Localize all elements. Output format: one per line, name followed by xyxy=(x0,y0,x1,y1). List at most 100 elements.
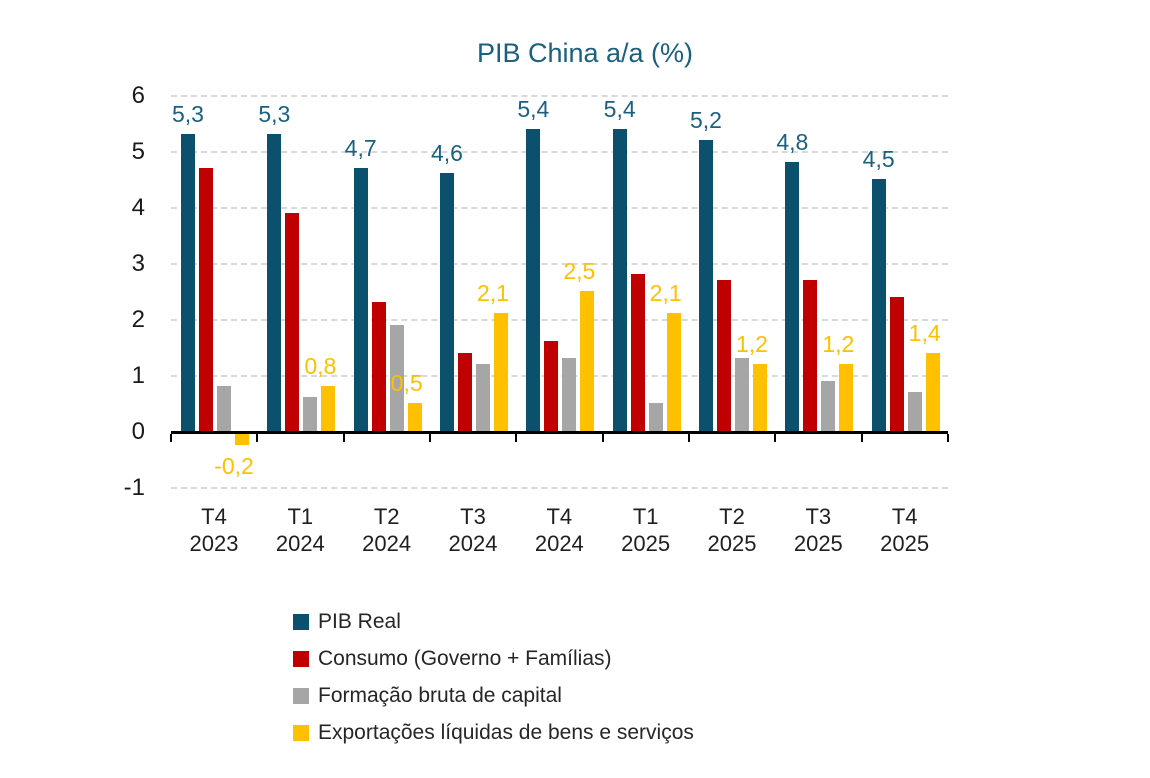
legend-swatch xyxy=(293,650,309,667)
gridline xyxy=(171,375,948,377)
x-axis-category-label: T4 2023 xyxy=(189,504,239,556)
bar-value-label: 4,5 xyxy=(862,146,895,172)
legend-item: Formação bruta de capital xyxy=(293,677,694,714)
y-axis-tick-label: 5 xyxy=(131,138,145,165)
legend-swatch xyxy=(293,687,309,704)
bar-value-label: 4,8 xyxy=(776,129,809,155)
bar-forma-o-bruta-de-capital xyxy=(735,358,749,431)
bar-consumo-governo-fam-lias xyxy=(630,274,645,431)
gridline xyxy=(171,263,948,265)
legend-label: PIB Real xyxy=(318,609,401,633)
bar-forma-o-bruta-de-capital xyxy=(821,381,836,431)
x-axis-category-label: T1 2025 xyxy=(621,504,671,556)
gridline xyxy=(171,487,948,489)
x-axis-tick xyxy=(601,434,604,442)
bar-value-label: 5,2 xyxy=(690,107,722,133)
bar-consumo-governo-fam-lias xyxy=(371,302,386,431)
bar-consumo-governo-fam-lias xyxy=(199,168,213,431)
bar-forma-o-bruta-de-capital xyxy=(217,386,231,431)
bar-consumo-governo-fam-lias xyxy=(803,280,818,431)
gridline xyxy=(171,207,948,209)
x-axis-tick xyxy=(342,434,345,442)
bar-exporta-es-l-quidas-de-bens-e-servi-os xyxy=(580,291,595,431)
x-axis-category-label: T2 2024 xyxy=(362,504,412,556)
bar-value-label: -0,2 xyxy=(214,453,254,479)
bar-value-label: 5,4 xyxy=(603,96,636,122)
bar-value-label: 1,2 xyxy=(822,331,855,357)
bar-pib-real xyxy=(526,129,541,431)
x-axis-tick xyxy=(860,434,863,442)
bar-pib-real xyxy=(181,134,195,431)
y-axis-tick-label: -1 xyxy=(123,474,145,501)
legend-swatch xyxy=(293,613,309,630)
bar-value-label: 2,1 xyxy=(649,280,682,306)
x-axis-tick xyxy=(515,434,518,442)
x-axis-tick xyxy=(688,434,690,442)
y-axis-tick-label: 3 xyxy=(131,250,145,277)
bar-forma-o-bruta-de-capital xyxy=(907,392,922,431)
x-axis-tick xyxy=(429,434,431,442)
legend-label: Consumo (Governo + Famílias) xyxy=(318,646,612,670)
x-axis-category-label: T3 2024 xyxy=(448,504,498,556)
bar-pib-real xyxy=(699,140,713,431)
legend-item: Exportações líquidas de bens e serviços xyxy=(293,714,694,751)
bar-value-label: 1,4 xyxy=(908,320,941,346)
bar-value-label: 0,8 xyxy=(304,353,337,379)
bar-value-label: 2,5 xyxy=(563,258,596,284)
bar-value-label: 5,4 xyxy=(517,96,550,122)
bar-pib-real xyxy=(267,134,282,431)
bar-exporta-es-l-quidas-de-bens-e-servi-os xyxy=(839,364,854,431)
bar-forma-o-bruta-de-capital xyxy=(562,358,577,431)
bar-consumo-governo-fam-lias xyxy=(458,353,472,431)
legend: PIB Real Consumo (Governo + Famílias) Form… xyxy=(293,603,694,751)
bar-consumo-governo-fam-lias xyxy=(717,280,731,431)
legend-item: Consumo (Governo + Famílias) xyxy=(293,640,694,677)
chart-title: PIB China a/a (%) xyxy=(476,38,694,68)
y-axis-tick-label: 6 xyxy=(131,82,145,109)
x-axis-line xyxy=(171,431,948,434)
bar-exporta-es-l-quidas-de-bens-e-servi-os xyxy=(753,364,767,431)
bar-pib-real xyxy=(785,162,800,431)
legend-label: Exportações líquidas de bens e serviços xyxy=(318,720,694,744)
y-axis-tick-label: 4 xyxy=(131,194,145,221)
gridline xyxy=(171,319,948,321)
bar-exporta-es-l-quidas-de-bens-e-servi-os xyxy=(407,403,422,431)
bar-forma-o-bruta-de-capital xyxy=(476,364,490,431)
bar-exporta-es-l-quidas-de-bens-e-servi-os xyxy=(925,353,940,431)
x-axis-tick xyxy=(774,434,777,442)
bar-forma-o-bruta-de-capital xyxy=(303,397,318,431)
bar-value-label: 5,3 xyxy=(172,101,204,127)
x-axis-category-label: T1 2024 xyxy=(275,504,325,556)
x-axis-category-label: T2 2025 xyxy=(707,504,757,556)
bar-value-label: 4,6 xyxy=(431,140,463,166)
gridline xyxy=(171,95,948,97)
bar-exporta-es-l-quidas-de-bens-e-servi-os xyxy=(321,386,336,431)
bar-value-label: 0,5 xyxy=(390,370,423,396)
x-axis-tick xyxy=(947,434,949,442)
legend-item: PIB Real xyxy=(293,603,694,640)
y-axis-tick-label: 2 xyxy=(131,306,145,333)
bar-value-label: 1,2 xyxy=(736,331,768,357)
bar-value-label: 4,7 xyxy=(344,135,377,161)
bar-pib-real xyxy=(353,168,368,431)
bar-exporta-es-l-quidas-de-bens-e-servi-os xyxy=(235,434,249,445)
x-axis-category-label: T4 2024 xyxy=(534,504,584,556)
bar-exporta-es-l-quidas-de-bens-e-servi-os xyxy=(494,313,508,431)
bar-consumo-governo-fam-lias xyxy=(285,213,300,431)
bar-forma-o-bruta-de-capital xyxy=(389,325,404,431)
gridline xyxy=(171,151,948,153)
bar-exporta-es-l-quidas-de-bens-e-servi-os xyxy=(666,313,681,431)
y-axis-tick-label: 0 xyxy=(131,418,145,445)
x-axis-tick xyxy=(256,434,259,442)
bar-value-label: 5,3 xyxy=(258,101,291,127)
bar-consumo-governo-fam-lias xyxy=(889,297,904,431)
bar-pib-real xyxy=(612,129,627,431)
bar-forma-o-bruta-de-capital xyxy=(648,403,663,431)
bar-consumo-governo-fam-lias xyxy=(544,341,559,431)
x-axis-tick xyxy=(170,434,172,442)
y-axis-tick-label: 1 xyxy=(131,362,145,389)
bar-pib-real xyxy=(871,179,886,431)
x-axis-category-label: T4 2025 xyxy=(880,504,930,556)
bar-pib-real xyxy=(440,173,454,431)
